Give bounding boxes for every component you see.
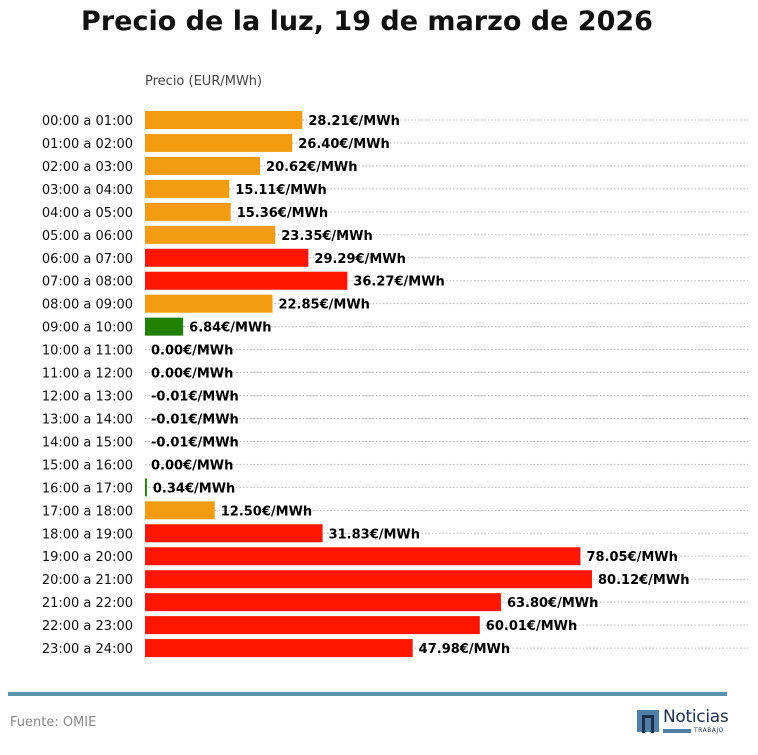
data-label: 36.27€/MWh — [353, 275, 444, 290]
y-tick-label: 03:00 a 04:00 — [42, 183, 133, 198]
y-tick-label: 20:00 a 21:00 — [42, 573, 133, 588]
data-label: 29.29€/MWh — [314, 252, 405, 267]
data-label: -0.01€/MWh — [151, 390, 239, 405]
data-label: 22.85€/MWh — [278, 298, 369, 313]
data-label: -0.01€/MWh — [151, 435, 239, 450]
y-tick-label: 07:00 a 08:00 — [42, 275, 133, 290]
bar — [145, 202, 231, 221]
y-tick-label: 08:00 a 09:00 — [42, 298, 133, 313]
y-tick-label: 01:00 a 02:00 — [42, 137, 133, 152]
data-label: 23.35€/MWh — [281, 229, 372, 244]
bar — [145, 570, 592, 589]
data-label: 15.36€/MWh — [237, 206, 328, 221]
y-tick-label: 18:00 a 19:00 — [42, 527, 133, 542]
data-label: 0.00€/MWh — [151, 367, 233, 382]
bar — [145, 156, 261, 175]
data-label: -0.01€/MWh — [151, 412, 239, 427]
y-tick-label: 22:00 a 23:00 — [42, 619, 133, 634]
data-label: 78.05€/MWh — [586, 550, 677, 565]
source-note: Fuente: OMIE — [10, 715, 97, 730]
bar — [145, 294, 273, 313]
bar — [145, 248, 309, 267]
y-tick-label: 23:00 a 24:00 — [42, 642, 133, 657]
y-tick-label: 10:00 a 11:00 — [42, 344, 133, 359]
y-tick-label: 06:00 a 07:00 — [42, 252, 133, 267]
y-tick-label: 12:00 a 13:00 — [42, 390, 133, 405]
data-label: 6.84€/MWh — [189, 321, 271, 336]
logo-icon — [637, 710, 659, 733]
y-tick-label: 14:00 a 15:00 — [42, 435, 133, 450]
y-tick-label: 16:00 a 17:00 — [42, 481, 133, 496]
data-label: 20.62€/MWh — [266, 160, 357, 175]
noticias-trabajo-logo: Noticias TRABAJO — [637, 707, 729, 735]
data-label: 0.00€/MWh — [151, 458, 233, 473]
y-tick-label: 13:00 a 14:00 — [42, 412, 133, 427]
data-label: 28.21€/MWh — [308, 114, 399, 129]
data-label: 0.00€/MWh — [151, 344, 233, 359]
bar-chart: 00:00 a 01:00 28.21€/MWh 01:00 a 02:00 26.4… — [42, 111, 748, 658]
bar — [145, 501, 215, 520]
y-tick-label: 05:00 a 06:00 — [42, 229, 133, 244]
bar — [145, 639, 413, 658]
bar — [145, 593, 501, 612]
bar — [145, 317, 184, 336]
y-tick-label: 00:00 a 01:00 — [42, 114, 133, 129]
y-tick-label: 15:00 a 16:00 — [42, 458, 133, 473]
bar — [145, 111, 303, 129]
data-label: 80.12€/MWh — [598, 573, 689, 588]
y-tick-label: 09:00 a 10:00 — [42, 321, 133, 336]
y-tick-label: 21:00 a 22:00 — [42, 596, 133, 611]
bar — [145, 133, 293, 152]
data-label: 26.40€/MWh — [298, 137, 389, 152]
y-tick-label: 17:00 a 18:00 — [42, 504, 133, 519]
footer-divider — [8, 692, 727, 696]
data-label: 12.50€/MWh — [221, 504, 312, 519]
bar — [145, 616, 480, 635]
data-label: 60.01€/MWh — [486, 619, 577, 634]
data-label: 15.11€/MWh — [235, 183, 326, 198]
bar — [145, 524, 323, 543]
bar — [145, 478, 147, 497]
bar — [145, 179, 230, 198]
data-label: 31.83€/MWh — [329, 527, 420, 542]
x-axis-label: Precio (EUR/MWh) — [145, 74, 263, 89]
chart-title: Precio de la luz, 19 de marzo de 2026 — [81, 6, 653, 37]
data-label: 63.80€/MWh — [507, 596, 598, 611]
bar — [145, 225, 276, 244]
y-tick-label: 02:00 a 03:00 — [42, 160, 133, 175]
data-label: 0.34€/MWh — [153, 481, 235, 496]
bar — [145, 271, 348, 290]
bar — [145, 547, 581, 566]
y-tick-label: 04:00 a 05:00 — [42, 206, 133, 221]
y-tick-label: 19:00 a 20:00 — [42, 550, 133, 565]
y-tick-label: 11:00 a 12:00 — [42, 367, 133, 382]
data-label: 47.98€/MWh — [419, 642, 510, 657]
